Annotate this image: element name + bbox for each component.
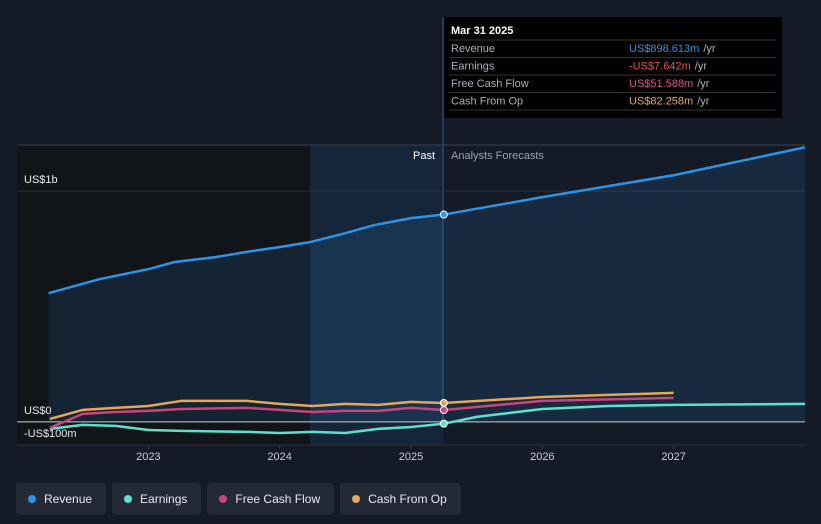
tooltip-unit: /yr: [697, 78, 710, 90]
tooltip-value-text: US$82.258m: [629, 95, 693, 107]
tooltip-value: US$51.588m/yr: [629, 78, 710, 90]
tooltip-box: [444, 17, 782, 118]
marker: [439, 210, 448, 219]
x-tick-label: 2024: [267, 451, 291, 463]
tooltip-name: Earnings: [451, 60, 495, 72]
tooltip-name: Cash From Op: [451, 95, 523, 107]
x-tick-label: 2023: [136, 451, 160, 463]
legend-dot: [124, 495, 133, 503]
tooltip-unit: /yr: [697, 95, 710, 107]
marker: [439, 419, 448, 428]
legend-label: Revenue: [44, 492, 93, 506]
series-line: [49, 396, 674, 430]
tooltip-value: US$82.258m/yr: [629, 95, 710, 107]
tooltip-value: -US$7.642m/yr: [629, 60, 707, 72]
y-tick-label: -US$100m: [24, 428, 77, 440]
legend-item[interactable]: Revenue: [16, 483, 107, 515]
past-label: Past: [413, 150, 435, 162]
chart: Past Analysts Forecasts US$1b US$0 -US$100…: [17, 17, 806, 463]
legend-dot: [352, 495, 361, 503]
tooltip-value-text: US$898.613m: [629, 43, 699, 55]
legend-label: Cash From Op: [368, 492, 447, 506]
marker: [439, 406, 448, 415]
x-tick-label: 2026: [530, 451, 554, 463]
marker: [439, 398, 448, 407]
tooltip-value: US$898.613m/yr: [629, 43, 716, 55]
y-tick-label: US$0: [24, 405, 52, 417]
x-tick-label: 2027: [661, 451, 685, 463]
series-line: [49, 391, 674, 421]
legend-item[interactable]: Cash From Op: [340, 483, 461, 515]
tooltip-name: Revenue: [451, 43, 495, 55]
revenue-area: [48, 147, 805, 422]
tooltip-date: Mar 31 2025: [451, 25, 513, 37]
tooltip-value-text: US$51.588m: [629, 78, 693, 90]
legend-item[interactable]: Free Cash Flow: [207, 483, 335, 515]
tooltip-name: Free Cash Flow: [451, 78, 529, 90]
series-line: [49, 402, 806, 435]
tooltip-unit: /yr: [695, 60, 708, 72]
series-line: [48, 146, 806, 295]
legend-dot: [28, 495, 36, 503]
legend-label: Earnings: [140, 492, 188, 506]
past-region: [17, 145, 310, 445]
tooltip-unit: /yr: [703, 43, 716, 55]
legend: Revenue Earnings Free Cash Flow Cash From O…: [16, 483, 461, 515]
legend-label: Free Cash Flow: [235, 492, 321, 506]
forecast-label: Analysts Forecasts: [451, 150, 544, 162]
y-tick-label: US$1b: [24, 174, 58, 186]
legend-item[interactable]: Earnings: [112, 483, 202, 515]
recent-region: [310, 145, 443, 445]
x-tick-label: 2025: [399, 451, 423, 463]
tooltip-value-text: -US$7.642m: [629, 60, 691, 72]
legend-dot: [219, 495, 228, 503]
